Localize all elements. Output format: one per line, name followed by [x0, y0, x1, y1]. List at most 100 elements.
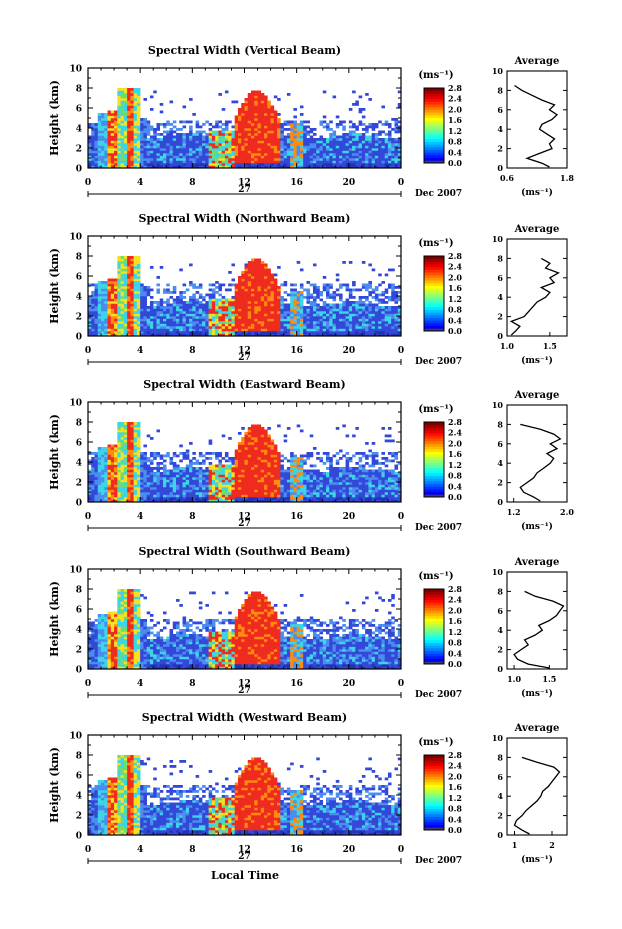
heatmap-cell: [88, 303, 92, 307]
heatmap-cell: [143, 492, 147, 495]
heatmap-cell: [130, 323, 134, 327]
heatmap-cell: [140, 492, 144, 495]
heatmap-cell: [123, 143, 128, 146]
heatmap-cell: [348, 316, 353, 319]
heatmap-cell: [286, 308, 291, 312]
heatmap-cell: [319, 153, 324, 156]
heatmap-cell: [169, 148, 174, 151]
heatmap-cell: [286, 155, 291, 159]
colorbar-swatch: [424, 280, 444, 284]
heatmap-cell: [365, 130, 369, 134]
heatmap-cell: [397, 291, 402, 294]
heatmap-cell: [309, 163, 314, 166]
heatmap-cell: [384, 133, 389, 136]
heatmap-cell: [254, 118, 258, 121]
heatmap-cell: [251, 123, 255, 126]
heatmap-cell: [97, 464, 102, 468]
heatmap-cell: [277, 120, 281, 124]
heatmap-cell: [97, 160, 102, 164]
heatmap-cell: [257, 123, 262, 126]
heatmap-cell: [224, 308, 229, 312]
heatmap-cell: [159, 494, 164, 498]
heatmap-cell: [368, 283, 372, 287]
heatmap-cell: [91, 153, 95, 156]
heatmap-cell: [117, 497, 121, 500]
heatmap-cell: [257, 286, 262, 289]
heatmap-cell: [358, 160, 363, 164]
heatmap-cell: [120, 108, 125, 111]
heatmap-cell: [299, 301, 304, 304]
heatmap-cell: [374, 143, 379, 146]
heatmap-cell: [159, 160, 164, 164]
heatmap-cell: [345, 163, 350, 166]
heatmap-cell: [270, 318, 275, 322]
heatmap-cell: [348, 293, 353, 297]
heatmap-cell: [169, 326, 174, 329]
heatmap-cell: [133, 115, 138, 119]
heatmap-cell: [260, 261, 265, 264]
heatmap-cell: [156, 316, 161, 319]
heatmap-cell: [130, 492, 134, 495]
heatmap-cell: [329, 328, 333, 332]
heatmap-cell: [293, 296, 297, 299]
heatmap-cell: [162, 487, 167, 490]
heatmap-cell: [257, 145, 262, 149]
heatmap-cell: [172, 286, 177, 289]
heatmap-cell: [120, 266, 125, 269]
heatmap-cell: [221, 130, 226, 134]
heatmap-cell: [211, 323, 216, 327]
heatmap-cell: [241, 278, 245, 282]
heatmap-cell: [94, 499, 99, 503]
heatmap-cell: [397, 140, 402, 144]
heatmap-cell: [189, 281, 193, 284]
heatmap-cell: [286, 143, 291, 146]
heatmap-cell: [309, 155, 314, 159]
heatmap-cell: [107, 326, 112, 329]
heatmap-cell: [117, 123, 121, 126]
heatmap-cell: [371, 308, 376, 312]
heatmap-cell: [329, 163, 333, 166]
colorbar-swatch: [424, 314, 444, 319]
heatmap-cell: [391, 326, 395, 329]
heatmap-cell: [123, 464, 128, 468]
heatmap-cell: [159, 303, 164, 307]
heatmap-cell: [198, 296, 203, 299]
heatmap-cell: [241, 108, 245, 111]
heatmap-cell: [384, 318, 389, 322]
heatmap-cell: [185, 454, 190, 458]
heatmap-cell: [352, 160, 356, 164]
heatmap-cell: [208, 464, 213, 468]
heatmap-cell: [394, 306, 399, 309]
heatmap-cell: [104, 494, 108, 498]
heatmap-cell: [234, 145, 239, 149]
heatmap-cell: [277, 333, 281, 337]
heatmap-cell: [104, 318, 108, 322]
heatmap-cell: [339, 286, 343, 289]
heatmap-cell: [166, 150, 170, 154]
heatmap-cell: [110, 140, 115, 144]
heatmap-cell: [198, 160, 203, 164]
heatmap-cell: [166, 303, 170, 307]
heatmap-cell: [94, 293, 99, 297]
heatmap-cell: [169, 123, 174, 126]
heatmap-cell: [332, 296, 337, 299]
heatmap-cell: [156, 303, 161, 307]
heatmap-cell: [120, 113, 125, 116]
heatmap-cell: [358, 153, 363, 156]
heatmap-cell: [133, 135, 138, 139]
heatmap-cell: [91, 474, 95, 478]
heatmap-cell: [205, 482, 209, 485]
heatmap-cell: [130, 449, 134, 453]
heatmap-cell: [104, 145, 108, 149]
heatmap-cell: [251, 286, 255, 289]
heatmap-cell: [114, 133, 118, 136]
heatmap-cell: [397, 150, 402, 154]
colorbar-swatch: [424, 112, 444, 116]
heatmap-cell: [192, 283, 196, 287]
heatmap-cell: [88, 138, 92, 141]
heatmap-cell: [127, 467, 131, 470]
heatmap-cell: [358, 296, 363, 299]
heatmap-cell: [117, 153, 121, 156]
heatmap-cell: [215, 165, 219, 169]
heatmap-cell: [221, 316, 226, 319]
